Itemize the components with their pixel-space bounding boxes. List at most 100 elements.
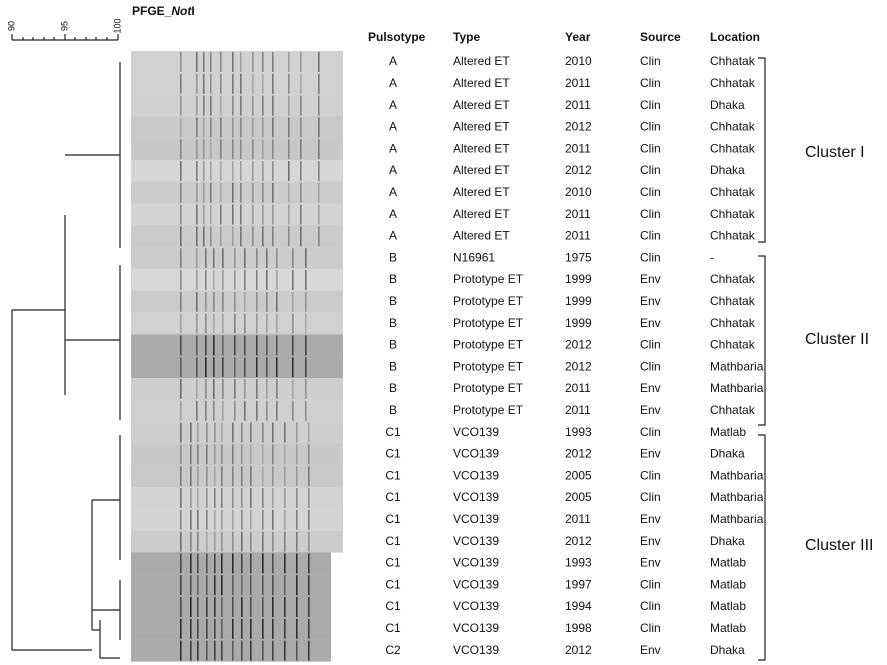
gel-band: [180, 96, 182, 116]
table-cell: C1: [385, 577, 401, 591]
gel-band: [232, 183, 234, 203]
gel-band: [180, 183, 182, 203]
gel-lane: [131, 574, 331, 596]
gel-band: [240, 139, 242, 159]
table-cell: 2011: [565, 229, 591, 243]
gel-band: [296, 488, 298, 508]
gel-band: [300, 74, 302, 94]
table-cell: Clin: [640, 490, 661, 504]
gel-band: [220, 96, 222, 116]
gel-band: [180, 335, 182, 355]
gel-band: [292, 335, 294, 355]
table-cell: Altered ET: [453, 207, 510, 221]
gel-band: [210, 96, 212, 116]
gel-band: [214, 553, 216, 573]
gel-band: [197, 466, 199, 486]
gel-band: [214, 532, 216, 552]
cluster-label: Cluster III: [805, 537, 873, 554]
gel-band: [210, 205, 212, 225]
gel-band: [222, 292, 224, 312]
gel-lane: [131, 138, 343, 160]
gel-band: [241, 466, 243, 486]
gel-band: [180, 270, 182, 290]
gel-band: [203, 139, 205, 159]
gel-band: [214, 597, 216, 617]
table-cell: 2012: [565, 534, 592, 548]
gel-band: [276, 248, 278, 268]
gel-band: [180, 641, 182, 661]
gel-band: [276, 379, 278, 399]
gel-band: [234, 248, 236, 268]
table-cell: Matlab: [710, 599, 746, 613]
gel-band: [300, 205, 302, 225]
gel-band: [180, 532, 182, 552]
gel-band: [190, 553, 192, 573]
gel-band: [305, 270, 307, 290]
gel-band: [244, 379, 246, 399]
gel-band: [262, 444, 264, 464]
table-cell: Env: [640, 316, 661, 330]
gel-band: [196, 270, 198, 290]
table-cell: VCO139: [453, 468, 499, 482]
gel-band: [206, 641, 208, 661]
gel-lane: [131, 269, 343, 291]
gel-band: [296, 510, 298, 530]
gel-band: [220, 117, 222, 137]
gel-band: [221, 553, 223, 573]
gel-band: [214, 466, 216, 486]
gel-band: [232, 597, 234, 617]
gel-band: [222, 357, 224, 377]
table-cell: Env: [640, 447, 661, 461]
table-cell: Altered ET: [453, 141, 510, 155]
table-cell: Altered ET: [453, 163, 510, 177]
gel-band: [256, 357, 258, 377]
gel-band: [241, 597, 243, 617]
column-header: Pulsotype: [368, 30, 426, 44]
gel-band: [296, 553, 298, 573]
gel-band: [221, 488, 223, 508]
dendrogram: [12, 62, 120, 658]
gel-band: [266, 335, 268, 355]
gel-title: PFGE_NotI: [132, 4, 195, 18]
gel-band: [272, 532, 274, 552]
gel-band: [272, 553, 274, 573]
gel-band: [203, 52, 205, 72]
table-cell: Dhaka: [710, 643, 745, 657]
gel-lane: [131, 596, 331, 618]
gel-band: [305, 292, 307, 312]
table-cell: B: [389, 338, 397, 352]
gel-lane: [131, 334, 343, 356]
table-cell: 2005: [565, 468, 592, 482]
gel-band: [250, 466, 252, 486]
gel-band: [272, 117, 274, 137]
gel-band: [308, 423, 310, 443]
gel-band: [203, 205, 205, 225]
gel-band: [276, 292, 278, 312]
gel-band: [234, 379, 236, 399]
gel-band: [197, 553, 199, 573]
table-cell: C1: [385, 556, 401, 570]
gel-band: [262, 488, 264, 508]
table-cell: Chhatak: [710, 120, 756, 134]
gel-band: [197, 597, 199, 617]
gel-band: [288, 205, 290, 225]
gel-band: [213, 314, 215, 334]
gel-band: [266, 401, 268, 421]
gel-band: [220, 161, 222, 181]
table-cell: 2012: [565, 120, 592, 134]
table-cell: VCO139: [453, 556, 499, 570]
table-cell: A: [389, 141, 397, 155]
gel-band: [240, 226, 242, 246]
gel-band: [190, 510, 192, 530]
gel-lane: [131, 531, 343, 553]
gel-lane: [131, 378, 343, 400]
gel-band: [256, 270, 258, 290]
gel-band: [272, 139, 274, 159]
gel-band: [262, 183, 264, 203]
table-cell: 2005: [565, 490, 592, 504]
table-cell: Prototype ET: [453, 403, 524, 417]
table-cell: Altered ET: [453, 76, 510, 90]
gel-band: [252, 183, 254, 203]
gel-band: [276, 401, 278, 421]
gel-band: [196, 96, 198, 116]
